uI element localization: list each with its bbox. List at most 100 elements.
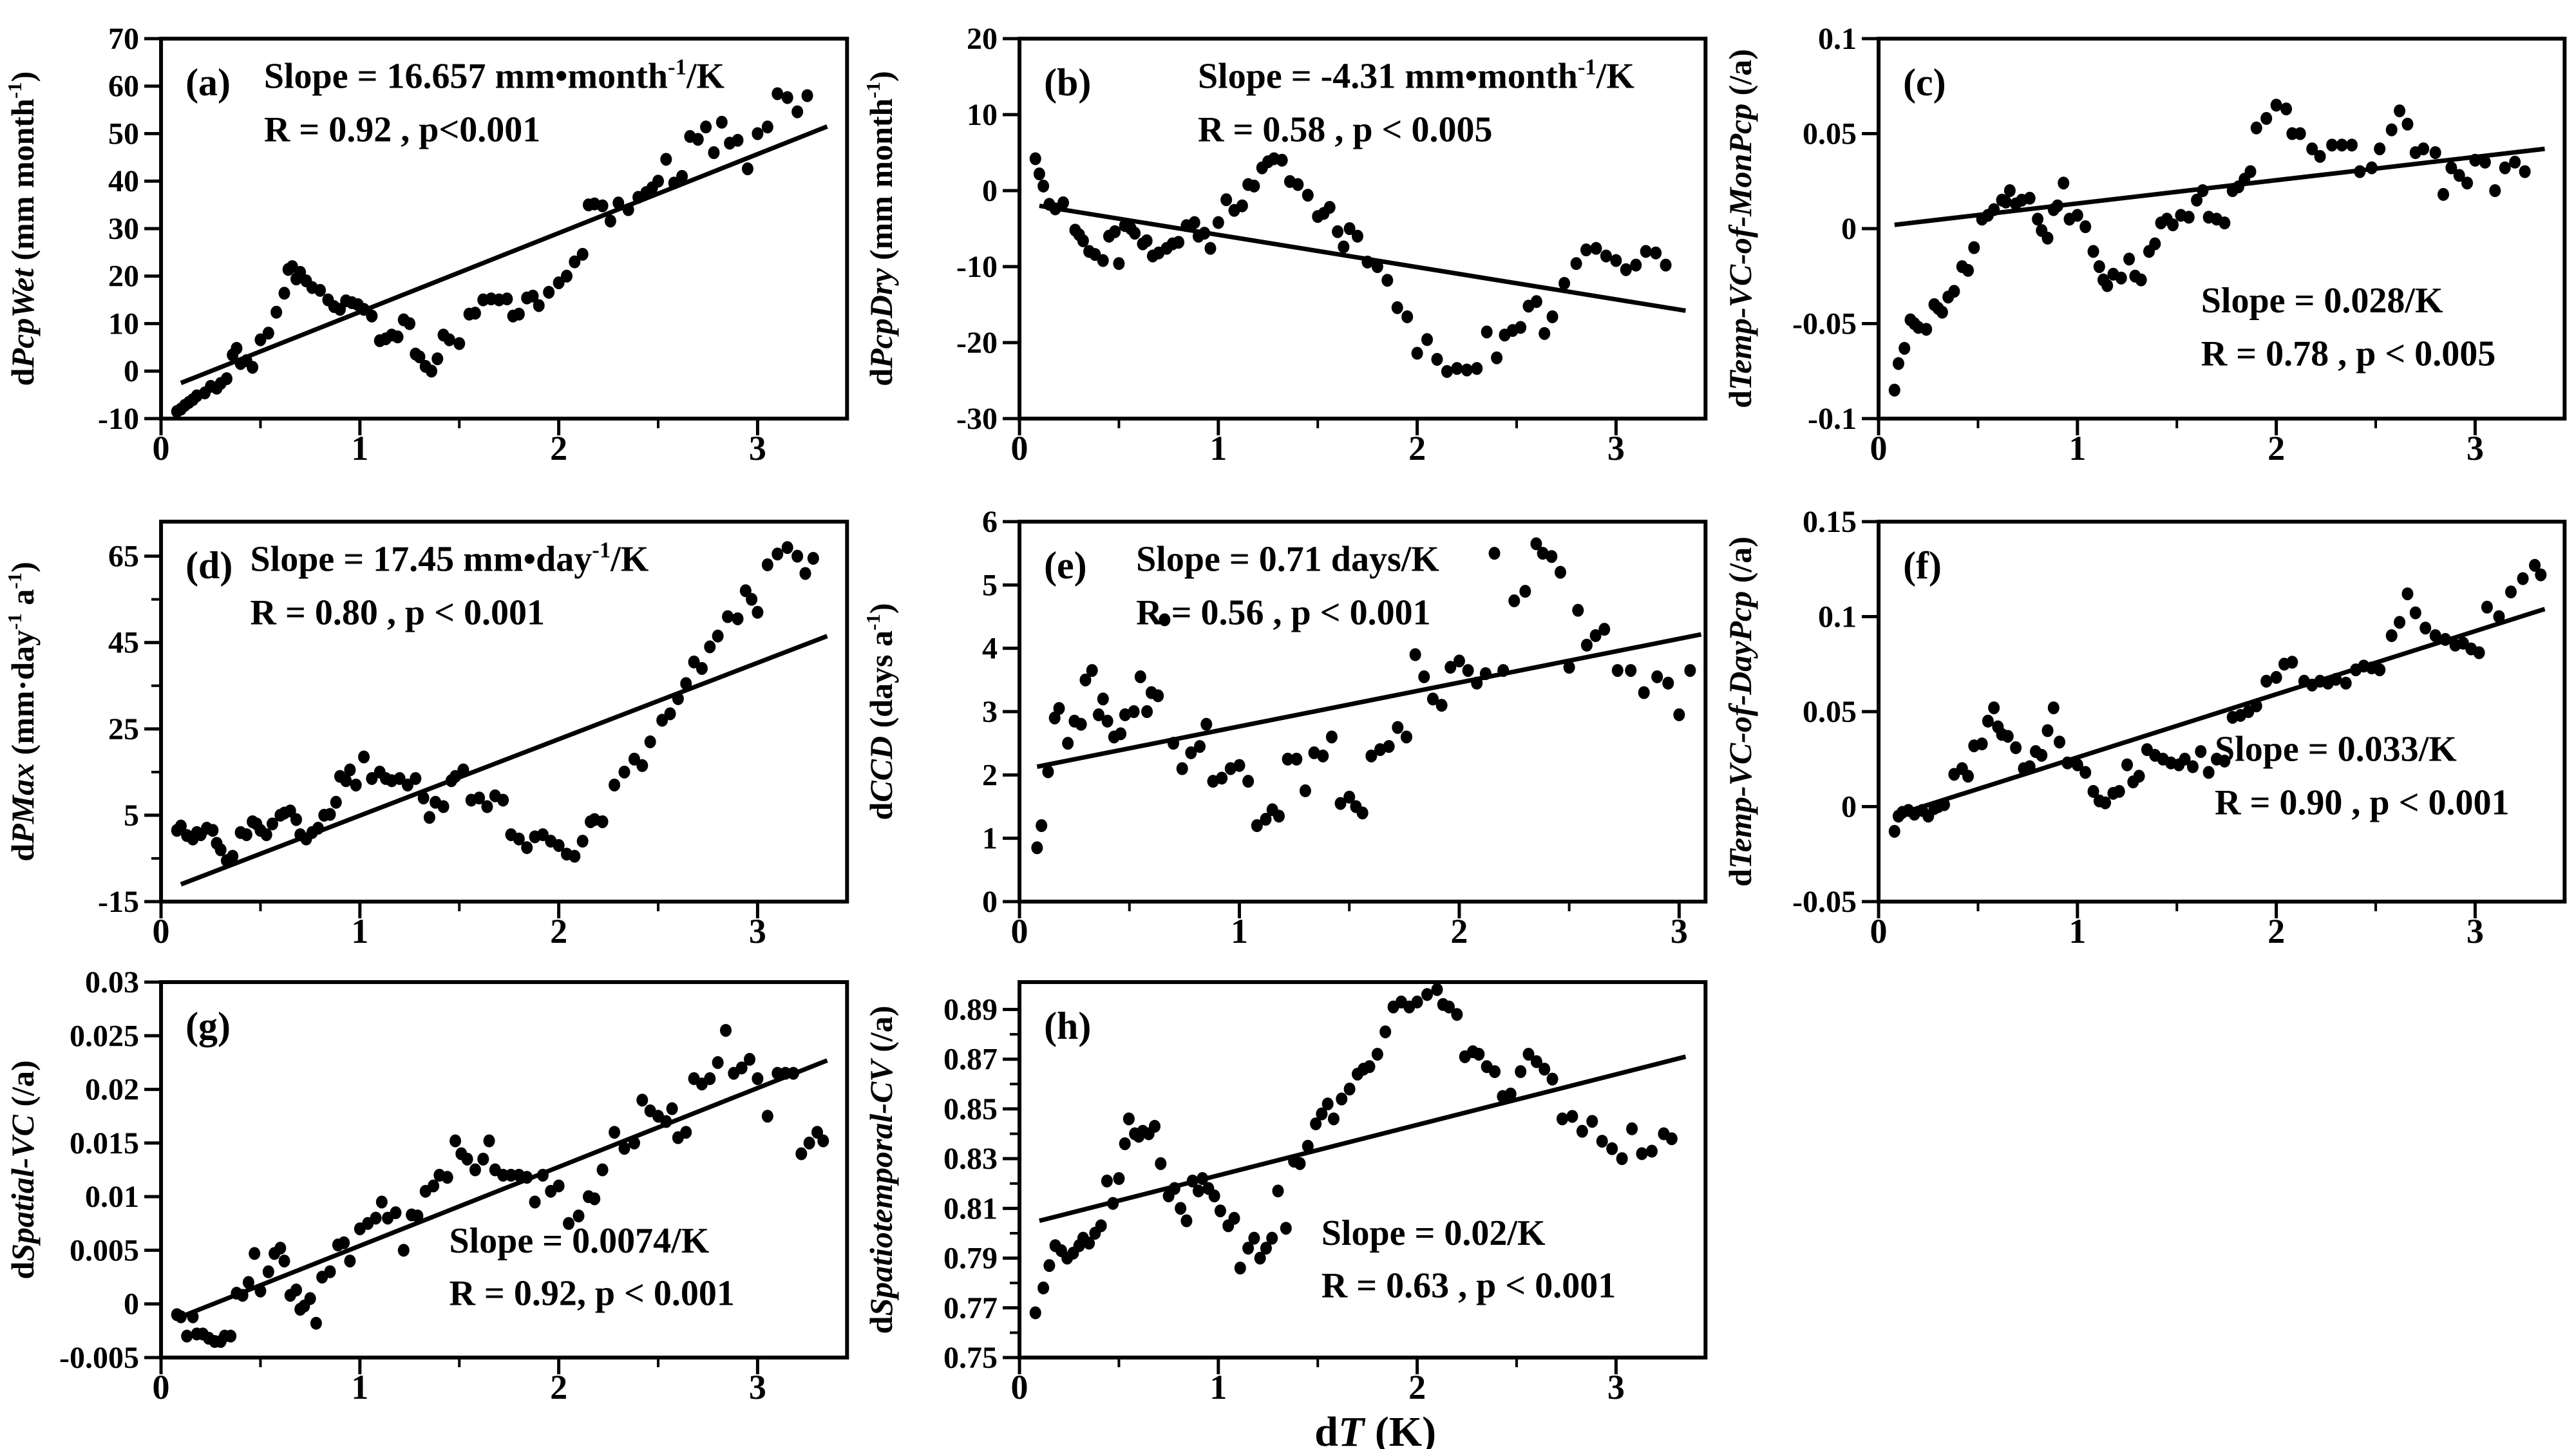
panel-letter: (e) <box>1044 544 1087 587</box>
x-tick-label: 3 <box>749 1368 766 1406</box>
trend-line <box>1894 146 2545 227</box>
x-tick-label: 2 <box>550 1368 567 1406</box>
y-tick-label: 5 <box>124 799 139 833</box>
panel-e-chart: 0 1 2 3 6 5 4 3 2 1 0 dCCD (days a-1) (e) Slope = 0.7… <box>862 505 1708 951</box>
panel-letter: (a) <box>185 61 231 104</box>
x-axis-label: dT (K) <box>1315 1408 1437 1449</box>
x-tick-label: 0 <box>1011 1368 1028 1406</box>
trend-line <box>180 634 828 887</box>
axis: 0 1 2 3 70 60 50 40 30 20 10 0 -10 <box>98 22 849 468</box>
annotation-slope: Slope = 16.657 mm•month-1/K <box>264 54 725 96</box>
y-axis-label: dCCD (days a-1) <box>862 603 899 820</box>
y-tick-label: 0.85 <box>943 1092 998 1126</box>
x-tick-label: 2 <box>550 429 567 468</box>
scatter-points <box>1888 99 2531 397</box>
axis: 0 1 2 3 0.03 0.025 0.02 0.015 0.01 0.005 0 -0.005 <box>59 966 849 1406</box>
y-tick-label: 0 <box>982 885 998 919</box>
trend-line <box>180 1058 828 1319</box>
y-tick-label: 0 <box>124 354 139 388</box>
y-tick-label: 0.03 <box>85 966 139 999</box>
y-tick-label: 0.05 <box>1803 117 1857 151</box>
y-tick-label: 70 <box>108 22 139 56</box>
x-tick-label: 3 <box>1607 1368 1625 1406</box>
panel-b: 0 1 2 3 20 10 0 -10 -20 -30 dPcpDry (mm month-1) (b… <box>858 0 1717 483</box>
x-tick-label: 3 <box>2467 912 2484 951</box>
y-tick-label: 4 <box>982 632 998 666</box>
annotation-slope: Slope = -4.31 mm•month-1/K <box>1198 54 1634 96</box>
panel-h: 0 1 2 3 0.89 0.87 0.85 0.83 0.81 0.79 0.77 0.75 dSpa… <box>858 966 1717 1449</box>
x-tick-label: 0 <box>153 429 170 468</box>
x-tick-label: 0 <box>1870 429 1887 468</box>
y-tick-label: -10 <box>956 250 998 284</box>
y-axis-label: dTemp-VC-of-DayPcp (/a) <box>1722 536 1758 887</box>
y-tick-label: -0.005 <box>59 1341 139 1375</box>
y-tick-label: -30 <box>956 402 998 436</box>
scatter-points <box>171 541 819 867</box>
annotation-stats: R = 0.80 , p < 0.001 <box>251 592 545 632</box>
axis: 0 1 2 3 65 45 25 5 -15 <box>98 520 849 951</box>
panel-letter: (g) <box>185 1005 231 1047</box>
y-tick-label: 6 <box>982 505 998 539</box>
y-tick-label: 0.05 <box>1803 695 1857 729</box>
x-tick-label: 1 <box>1210 1368 1227 1406</box>
y-tick-label: 20 <box>108 260 139 294</box>
y-axis-label: dSpatiotemporal-CV (/a) <box>863 1006 899 1334</box>
y-tick-label: 50 <box>108 117 139 151</box>
annotation-stats: R = 0.78 , p < 0.005 <box>2201 334 2495 374</box>
y-tick-label: 0.89 <box>943 992 998 1027</box>
y-axis-label: dPcpWet (mm month-1) <box>3 71 41 386</box>
y-tick-label: 0.75 <box>943 1341 998 1375</box>
y-tick-label: 45 <box>108 626 139 660</box>
panel-f: 0 1 2 3 0.15 0.1 0.05 0 -0.05 dTemp-VC-of-DayPcp … <box>1718 483 2576 966</box>
x-tick-label: 3 <box>1607 429 1625 468</box>
y-tick-label: 0 <box>1841 212 1857 246</box>
scatter-points <box>1030 152 1672 378</box>
panel-a-chart: 0 1 2 3 70 60 50 40 30 20 10 0 -10 dPcpWet (mm month-… <box>3 22 849 468</box>
annotation-slope: Slope = 0.02/K <box>1321 1213 1546 1253</box>
x-tick-label: 2 <box>1451 912 1468 951</box>
y-tick-label: 65 <box>108 540 139 574</box>
annotation-stats: R = 0.90 , p < 0.001 <box>2215 782 2509 822</box>
y-tick-label: 0 <box>982 174 998 208</box>
scatter-points <box>1888 558 2546 838</box>
panel-empty <box>1718 966 2576 1449</box>
y-tick-label: -0.1 <box>1808 402 1857 436</box>
x-tick-label: 0 <box>1011 912 1028 951</box>
x-tick-label: 1 <box>351 1368 368 1406</box>
y-tick-label: -20 <box>956 326 998 360</box>
panel-a: 0 1 2 3 70 60 50 40 30 20 10 0 -10 dPcpWet (mm month-… <box>0 0 858 483</box>
y-tick-label: 0 <box>124 1287 139 1321</box>
y-tick-label: 0.1 <box>1818 22 1857 56</box>
y-tick-label: 0.005 <box>70 1233 139 1267</box>
y-tick-label: 0.15 <box>1803 505 1857 539</box>
panel-b-chart: 0 1 2 3 20 10 0 -10 -20 -30 dPcpDry (mm month-1) (b… <box>862 22 1708 468</box>
y-tick-label: 25 <box>108 712 139 746</box>
trend-line <box>1037 632 1702 769</box>
y-axis-label: dSpatial-VC (/a) <box>5 1060 41 1279</box>
y-tick-label: -0.05 <box>1792 307 1857 341</box>
x-tick-label: 0 <box>153 1368 170 1406</box>
x-tick-label: 0 <box>153 912 170 951</box>
x-tick-label: 1 <box>351 429 368 468</box>
y-axis-label: dPMax (mm·day-1 a-1) <box>3 562 41 862</box>
y-tick-label: 0.025 <box>70 1019 139 1053</box>
panel-h-chart: 0 1 2 3 0.89 0.87 0.85 0.83 0.81 0.79 0.77 0.75 dSpa… <box>863 980 1708 1449</box>
y-tick-label: 0.83 <box>943 1142 998 1176</box>
annotation-slope: Slope = 0.028/K <box>2201 281 2443 321</box>
annotation-slope: Slope = 0.71 days/K <box>1136 540 1439 580</box>
y-tick-label: 5 <box>982 568 998 602</box>
x-tick-label: 2 <box>550 912 567 951</box>
x-tick-label: 2 <box>1408 429 1426 468</box>
y-tick-label: 0.87 <box>943 1043 998 1077</box>
panel-c: 0 1 2 3 0.1 0.05 0 -0.05 -0.1 dTemp-VC-of-MonPcp … <box>1718 0 2576 483</box>
panel-d: 0 1 2 3 65 45 25 5 -15 dPMax (mm·day-1 a-1) (d) Slo… <box>0 483 858 966</box>
y-tick-label: 60 <box>108 70 139 104</box>
y-tick-label: -0.05 <box>1792 885 1857 919</box>
x-tick-label: 2 <box>2268 429 2285 468</box>
y-tick-label: 0.77 <box>943 1291 998 1325</box>
panel-letter: (c) <box>1903 61 1946 104</box>
panel-f-chart: 0 1 2 3 0.15 0.1 0.05 0 -0.05 dTemp-VC-of-DayPcp … <box>1722 505 2566 951</box>
y-tick-label: 0.1 <box>1818 600 1857 634</box>
y-tick-label: 0.01 <box>85 1180 139 1214</box>
trend-line <box>1039 1054 1687 1224</box>
